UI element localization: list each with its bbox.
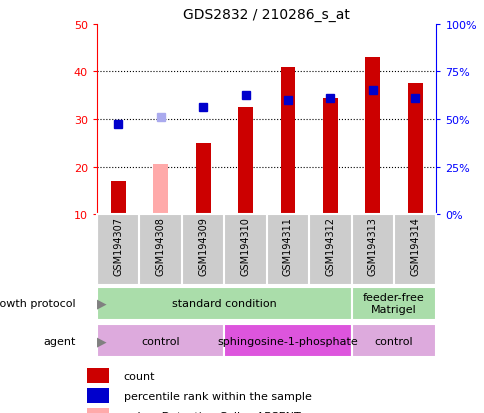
Text: sphingosine-1-phosphate: sphingosine-1-phosphate (217, 336, 358, 346)
Bar (87, 408, 109, 413)
Bar (224, 324, 351, 358)
Bar (87, 388, 109, 403)
Bar (238, 108, 253, 215)
Text: GSM194310: GSM194310 (240, 217, 250, 275)
Text: control: control (141, 336, 180, 346)
Bar (364, 58, 379, 215)
Text: ▶: ▶ (97, 297, 107, 310)
Bar (351, 287, 436, 320)
Text: count: count (123, 371, 155, 381)
Bar (97, 287, 351, 320)
Bar (351, 324, 436, 358)
Text: GSM194312: GSM194312 (325, 217, 335, 276)
Text: GSM194311: GSM194311 (282, 217, 292, 275)
Text: GSM194309: GSM194309 (197, 217, 208, 275)
Bar (407, 84, 422, 215)
Text: ▶: ▶ (97, 334, 107, 347)
Bar (153, 165, 168, 215)
Text: standard condition: standard condition (172, 299, 276, 309)
Bar (280, 68, 295, 215)
Bar (195, 144, 210, 215)
Text: value, Detection Call = ABSENT: value, Detection Call = ABSENT (123, 411, 300, 413)
Bar (97, 324, 224, 358)
Text: GSM194313: GSM194313 (367, 217, 377, 275)
Text: GSM194314: GSM194314 (409, 217, 420, 275)
Text: GSM194307: GSM194307 (113, 217, 123, 276)
Title: GDS2832 / 210286_s_at: GDS2832 / 210286_s_at (183, 8, 349, 22)
Text: growth protocol: growth protocol (0, 299, 76, 309)
Bar (322, 98, 337, 215)
Text: percentile rank within the sample: percentile rank within the sample (123, 391, 311, 401)
Text: control: control (374, 336, 412, 346)
Text: agent: agent (43, 336, 76, 346)
Bar (87, 368, 109, 383)
Text: GSM194308: GSM194308 (155, 217, 166, 275)
Bar (110, 182, 125, 215)
Text: feeder-free
Matrigel: feeder-free Matrigel (363, 293, 424, 314)
